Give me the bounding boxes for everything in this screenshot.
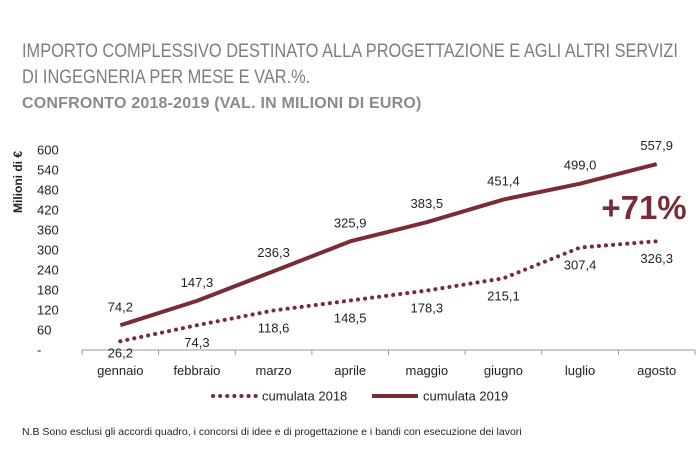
series-line-cumulata-2019 xyxy=(119,162,658,328)
y-tick-label: 600 xyxy=(37,143,59,158)
y-tick-label: 120 xyxy=(37,303,59,318)
x-tick-label: gennaio xyxy=(97,363,143,378)
y-tick-label: 240 xyxy=(37,263,59,278)
y-tick-label: 420 xyxy=(37,203,59,218)
y-tick-label: 60 xyxy=(37,323,51,338)
data-label-2019: 557,9 xyxy=(640,138,673,153)
legend-label-2019: cumulata 2019 xyxy=(423,389,508,404)
y-tick-label: 300 xyxy=(37,243,59,258)
x-tick-label: marzo xyxy=(256,363,292,378)
data-label-2019: 499,0 xyxy=(564,158,597,173)
x-tick-label: agosto xyxy=(637,363,676,378)
chart-title-line-2: DI INGEGNERIA PER MESE E VAR.%. xyxy=(22,66,311,88)
chart-title-line-1: IMPORTO COMPLESSIVO DESTINATO ALLA PROGE… xyxy=(22,40,678,62)
y-tick-label: 480 xyxy=(37,183,59,198)
y-tick-label: 540 xyxy=(37,163,59,178)
data-label-2019: 325,9 xyxy=(334,215,367,230)
x-tick-label: aprile xyxy=(334,363,366,378)
footnote: N.B Sono esclusi gli accordi quadro, i c… xyxy=(22,426,522,438)
data-label-2019: 147,3 xyxy=(181,275,214,290)
legend-label-2018: cumulata 2018 xyxy=(262,389,347,404)
chart-title: IMPORTO COMPLESSIVO DESTINATO ALLA PROGE… xyxy=(22,38,678,90)
data-label-2019: 74,2 xyxy=(108,299,133,314)
variation-annotation: +71% xyxy=(601,189,686,226)
data-label-2018: 178,3 xyxy=(411,301,444,316)
x-tick-label: luglio xyxy=(565,363,595,378)
data-label-2018: 307,4 xyxy=(564,258,597,273)
data-label-2019: 451,4 xyxy=(487,174,520,189)
data-label-2018: 74,3 xyxy=(184,335,209,350)
data-label-2019: 383,5 xyxy=(411,196,444,211)
data-label-2018: 26,2 xyxy=(108,345,133,360)
data-label-2019: 236,3 xyxy=(257,245,290,260)
data-label-2018: 118,6 xyxy=(258,320,290,335)
line-chart: Milioni di € - 60 120 180 240 300 360 420 480 540 6… xyxy=(11,138,696,404)
chart-subtitle: CONFRONTO 2018-2019 (VAL. IN MILIONI DI … xyxy=(22,95,422,112)
data-label-2018: 215,1 xyxy=(487,288,520,303)
x-tick-label: giugno xyxy=(484,363,523,378)
data-label-2018: 148,5 xyxy=(334,311,367,326)
y-axis-title: Milioni di € xyxy=(11,151,25,213)
x-tick-label: maggio xyxy=(405,363,448,378)
series-line-cumulata-2018 xyxy=(118,239,659,344)
y-tick-label: 180 xyxy=(37,283,59,298)
x-tick-label: febbraio xyxy=(173,363,220,378)
y-tick-label: - xyxy=(37,343,41,358)
data-label-2018: 326,3 xyxy=(640,251,673,266)
y-tick-label: 360 xyxy=(37,223,59,238)
